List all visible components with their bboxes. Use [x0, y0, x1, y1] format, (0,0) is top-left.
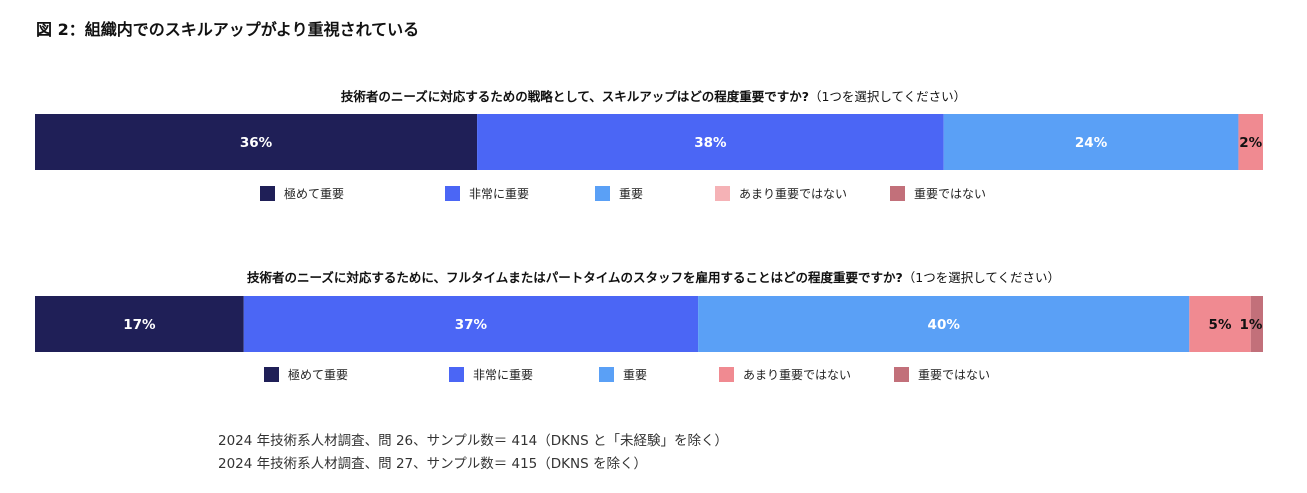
data-label-4: 2%	[1239, 135, 1262, 151]
legend-item-3: 重要	[595, 185, 643, 202]
data-label-5: 1%	[1240, 317, 1263, 333]
legend-label: あまり重要ではない	[743, 368, 852, 382]
chart-1-title: 技術者のニーズに対応するための戦略として、スキルアップはどの程度重要ですか?（1…	[0, 86, 1307, 105]
legend-item-2: 非常に重要	[449, 366, 533, 383]
legend-swatch	[264, 367, 279, 382]
legend-label: 重要	[619, 187, 644, 201]
data-label-2: 37%	[455, 317, 488, 333]
bar-segment-4	[1238, 114, 1263, 170]
legend-label: 重要	[623, 368, 648, 382]
legend-label: 重要ではない	[914, 187, 987, 201]
legend-swatch	[894, 367, 909, 382]
bar-segment-3	[698, 296, 1190, 352]
chart-1-bar: 36% 38% 24% 2%	[35, 114, 1263, 170]
legend-swatch	[595, 186, 610, 201]
data-label-1: 36%	[240, 135, 273, 151]
legend-swatch	[445, 186, 460, 201]
legend-swatch	[719, 367, 734, 382]
chart-2-question: 技術者のニーズに対応するために、フルタイムまたはパートタイムのスタッフを雇用する…	[247, 270, 903, 285]
legend-swatch	[449, 367, 464, 382]
chart-2-title: 技術者のニーズに対応するために、フルタイムまたはパートタイムのスタッフを雇用する…	[0, 267, 1307, 286]
data-label-4: 5%	[1209, 317, 1232, 333]
source-notes: 2024 年技術系人材調査、問 26、サンプル数＝ 414（DKNS と「未経験…	[218, 430, 728, 476]
chart-2-bar: 17% 37% 40% 5% 1%	[35, 296, 1263, 352]
legend-item-4: あまり重要ではない	[715, 185, 847, 202]
figure-title: 図 2：組織内でのスキルアップがより重視されている	[36, 20, 420, 39]
legend-item-3: 重要	[599, 366, 647, 383]
legend-label: 重要ではない	[918, 368, 991, 382]
legend-swatch	[599, 367, 614, 382]
legend-item-4: あまり重要ではない	[719, 366, 851, 383]
chart-1-hint: （1つを選択してください）	[808, 89, 967, 104]
legend-label: 極めて重要	[284, 187, 345, 201]
source-note-2: 2024 年技術系人材調査、問 27、サンプル数＝ 415（DKNS を除く）	[218, 456, 647, 472]
legend-label: あまり重要ではない	[739, 187, 848, 201]
legend-swatch	[260, 186, 275, 201]
bar-segment-2	[477, 114, 944, 170]
data-label-3: 40%	[928, 317, 961, 333]
legend-item-1: 極めて重要	[260, 185, 344, 202]
legend-item-5: 重要ではない	[890, 185, 986, 202]
chart-1-question: 技術者のニーズに対応するための戦略として、スキルアップはどの程度重要ですか?	[340, 89, 809, 104]
bar-segment-4	[1189, 296, 1251, 352]
legend-item-1: 極めて重要	[264, 366, 348, 383]
data-label-1: 17%	[123, 317, 156, 333]
legend-item-5: 重要ではない	[894, 366, 990, 383]
legend-swatch	[890, 186, 905, 201]
bar-segment-2	[243, 296, 699, 352]
legend-label: 極めて重要	[288, 368, 349, 382]
legend-label: 非常に重要	[469, 187, 530, 201]
data-label-2: 38%	[694, 135, 727, 151]
bar-segment-5	[1250, 296, 1263, 352]
bar-segment-3	[943, 114, 1239, 170]
legend-swatch	[715, 186, 730, 201]
bar-segment-1	[35, 114, 478, 170]
bar-segment-1	[35, 296, 244, 352]
legend-item-2: 非常に重要	[445, 185, 529, 202]
source-note-1: 2024 年技術系人材調査、問 26、サンプル数＝ 414（DKNS と「未経験…	[218, 433, 728, 449]
chart-2-hint: （1つを選択してください）	[902, 270, 1060, 285]
legend-label: 非常に重要	[473, 368, 534, 382]
data-label-3: 24%	[1075, 135, 1108, 151]
